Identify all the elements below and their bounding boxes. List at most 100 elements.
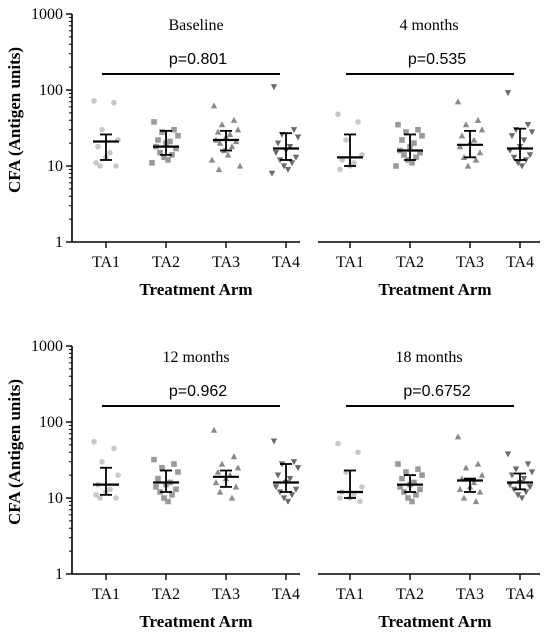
panel-4: 18 months p=0.6752 TA1 TA2 TA3 TA4 Treatment A… bbox=[318, 349, 540, 631]
data-point bbox=[399, 137, 405, 143]
data-point bbox=[395, 461, 401, 467]
x-tick-label: TA1 bbox=[336, 586, 364, 603]
data-point bbox=[411, 140, 417, 146]
data-point bbox=[155, 475, 161, 482]
panel-title: 12 months bbox=[162, 349, 229, 366]
series-TA4 bbox=[504, 451, 536, 502]
x-tick-label: TA1 bbox=[92, 586, 120, 603]
data-point bbox=[290, 459, 298, 466]
data-point bbox=[234, 464, 242, 471]
x-axis-title: Treatment Arm bbox=[139, 612, 252, 631]
data-point bbox=[399, 475, 405, 482]
data-point bbox=[290, 127, 298, 134]
data-point bbox=[99, 458, 105, 465]
data-point bbox=[173, 145, 179, 152]
data-point bbox=[286, 475, 294, 482]
data-point bbox=[159, 129, 165, 135]
data-point bbox=[478, 126, 486, 133]
series-TA3 bbox=[208, 102, 244, 173]
data-point bbox=[91, 438, 97, 445]
series-TA1 bbox=[91, 438, 121, 501]
data-point bbox=[411, 479, 417, 486]
data-point bbox=[115, 472, 121, 478]
series-TA4 bbox=[268, 84, 302, 177]
p-value-label: p=0.801 bbox=[169, 51, 227, 68]
data-point bbox=[165, 157, 171, 163]
series-TA2 bbox=[393, 121, 425, 169]
data-point bbox=[236, 162, 244, 169]
x-tick-label: TA3 bbox=[212, 254, 240, 271]
data-point bbox=[339, 157, 345, 163]
data-point bbox=[216, 139, 224, 146]
data-point bbox=[99, 126, 105, 133]
data-point bbox=[224, 151, 232, 158]
data-point bbox=[294, 465, 302, 472]
data-point bbox=[474, 460, 482, 467]
data-point bbox=[216, 488, 224, 495]
data-point bbox=[454, 433, 462, 440]
data-point bbox=[454, 98, 462, 105]
data-point bbox=[288, 160, 296, 167]
y-tick-label: 1 bbox=[55, 234, 63, 251]
data-point bbox=[355, 449, 361, 456]
data-point bbox=[472, 498, 480, 505]
data-point bbox=[95, 143, 101, 150]
data-point bbox=[230, 453, 238, 460]
data-point bbox=[357, 498, 363, 505]
data-point bbox=[294, 134, 302, 141]
data-point bbox=[210, 102, 218, 109]
p-value-label: p=0.535 bbox=[408, 51, 466, 68]
data-point bbox=[280, 495, 288, 502]
x-tick-label: TA4 bbox=[272, 586, 300, 603]
p-value-label: p=0.6752 bbox=[403, 383, 470, 400]
y-axis-title-top: CFA (Antigen units) bbox=[5, 47, 24, 193]
data-point bbox=[337, 166, 343, 173]
data-point bbox=[175, 132, 181, 139]
series-TA2 bbox=[395, 461, 425, 505]
data-point bbox=[512, 466, 520, 473]
y-tick-label: 100 bbox=[39, 82, 63, 99]
panel-title: 4 months bbox=[399, 17, 458, 34]
data-point bbox=[397, 484, 403, 490]
data-point bbox=[508, 472, 516, 479]
data-point bbox=[270, 84, 278, 91]
data-point bbox=[351, 160, 357, 166]
data-point bbox=[522, 489, 530, 496]
series-TA1 bbox=[335, 111, 365, 173]
data-point bbox=[234, 126, 242, 133]
y-tick-label: 1 bbox=[55, 566, 63, 583]
data-point bbox=[343, 137, 349, 143]
data-point bbox=[175, 469, 181, 475]
data-point bbox=[270, 438, 278, 445]
data-point bbox=[462, 121, 470, 128]
series-TA2 bbox=[151, 456, 181, 505]
data-point bbox=[210, 426, 218, 433]
data-point bbox=[232, 138, 240, 145]
data-point bbox=[157, 149, 163, 156]
data-point bbox=[478, 471, 486, 478]
data-point bbox=[417, 149, 423, 156]
data-point bbox=[155, 137, 161, 143]
data-point bbox=[504, 451, 512, 458]
data-point bbox=[510, 154, 518, 161]
y-tick-label: 10 bbox=[47, 158, 63, 175]
p-value-label: p=0.962 bbox=[169, 383, 227, 400]
data-point bbox=[413, 154, 419, 161]
data-point bbox=[151, 456, 157, 463]
data-point bbox=[171, 126, 177, 133]
data-point bbox=[218, 460, 226, 467]
data-point bbox=[286, 143, 294, 150]
series-TA1 bbox=[91, 98, 121, 169]
data-point bbox=[351, 492, 357, 498]
data-point bbox=[518, 495, 526, 502]
panel-title: Baseline bbox=[168, 17, 223, 34]
panel-title: 18 months bbox=[395, 349, 462, 366]
y-tick-label: 1000 bbox=[31, 338, 63, 355]
data-point bbox=[218, 121, 226, 128]
data-point bbox=[159, 464, 165, 471]
data-point bbox=[526, 484, 534, 491]
y-tick-label: 1000 bbox=[31, 6, 63, 23]
panel-2: 4 months p=0.535 TA1 TA2 TA3 TA4 Treatment Arm bbox=[318, 17, 540, 299]
data-point bbox=[456, 485, 464, 492]
